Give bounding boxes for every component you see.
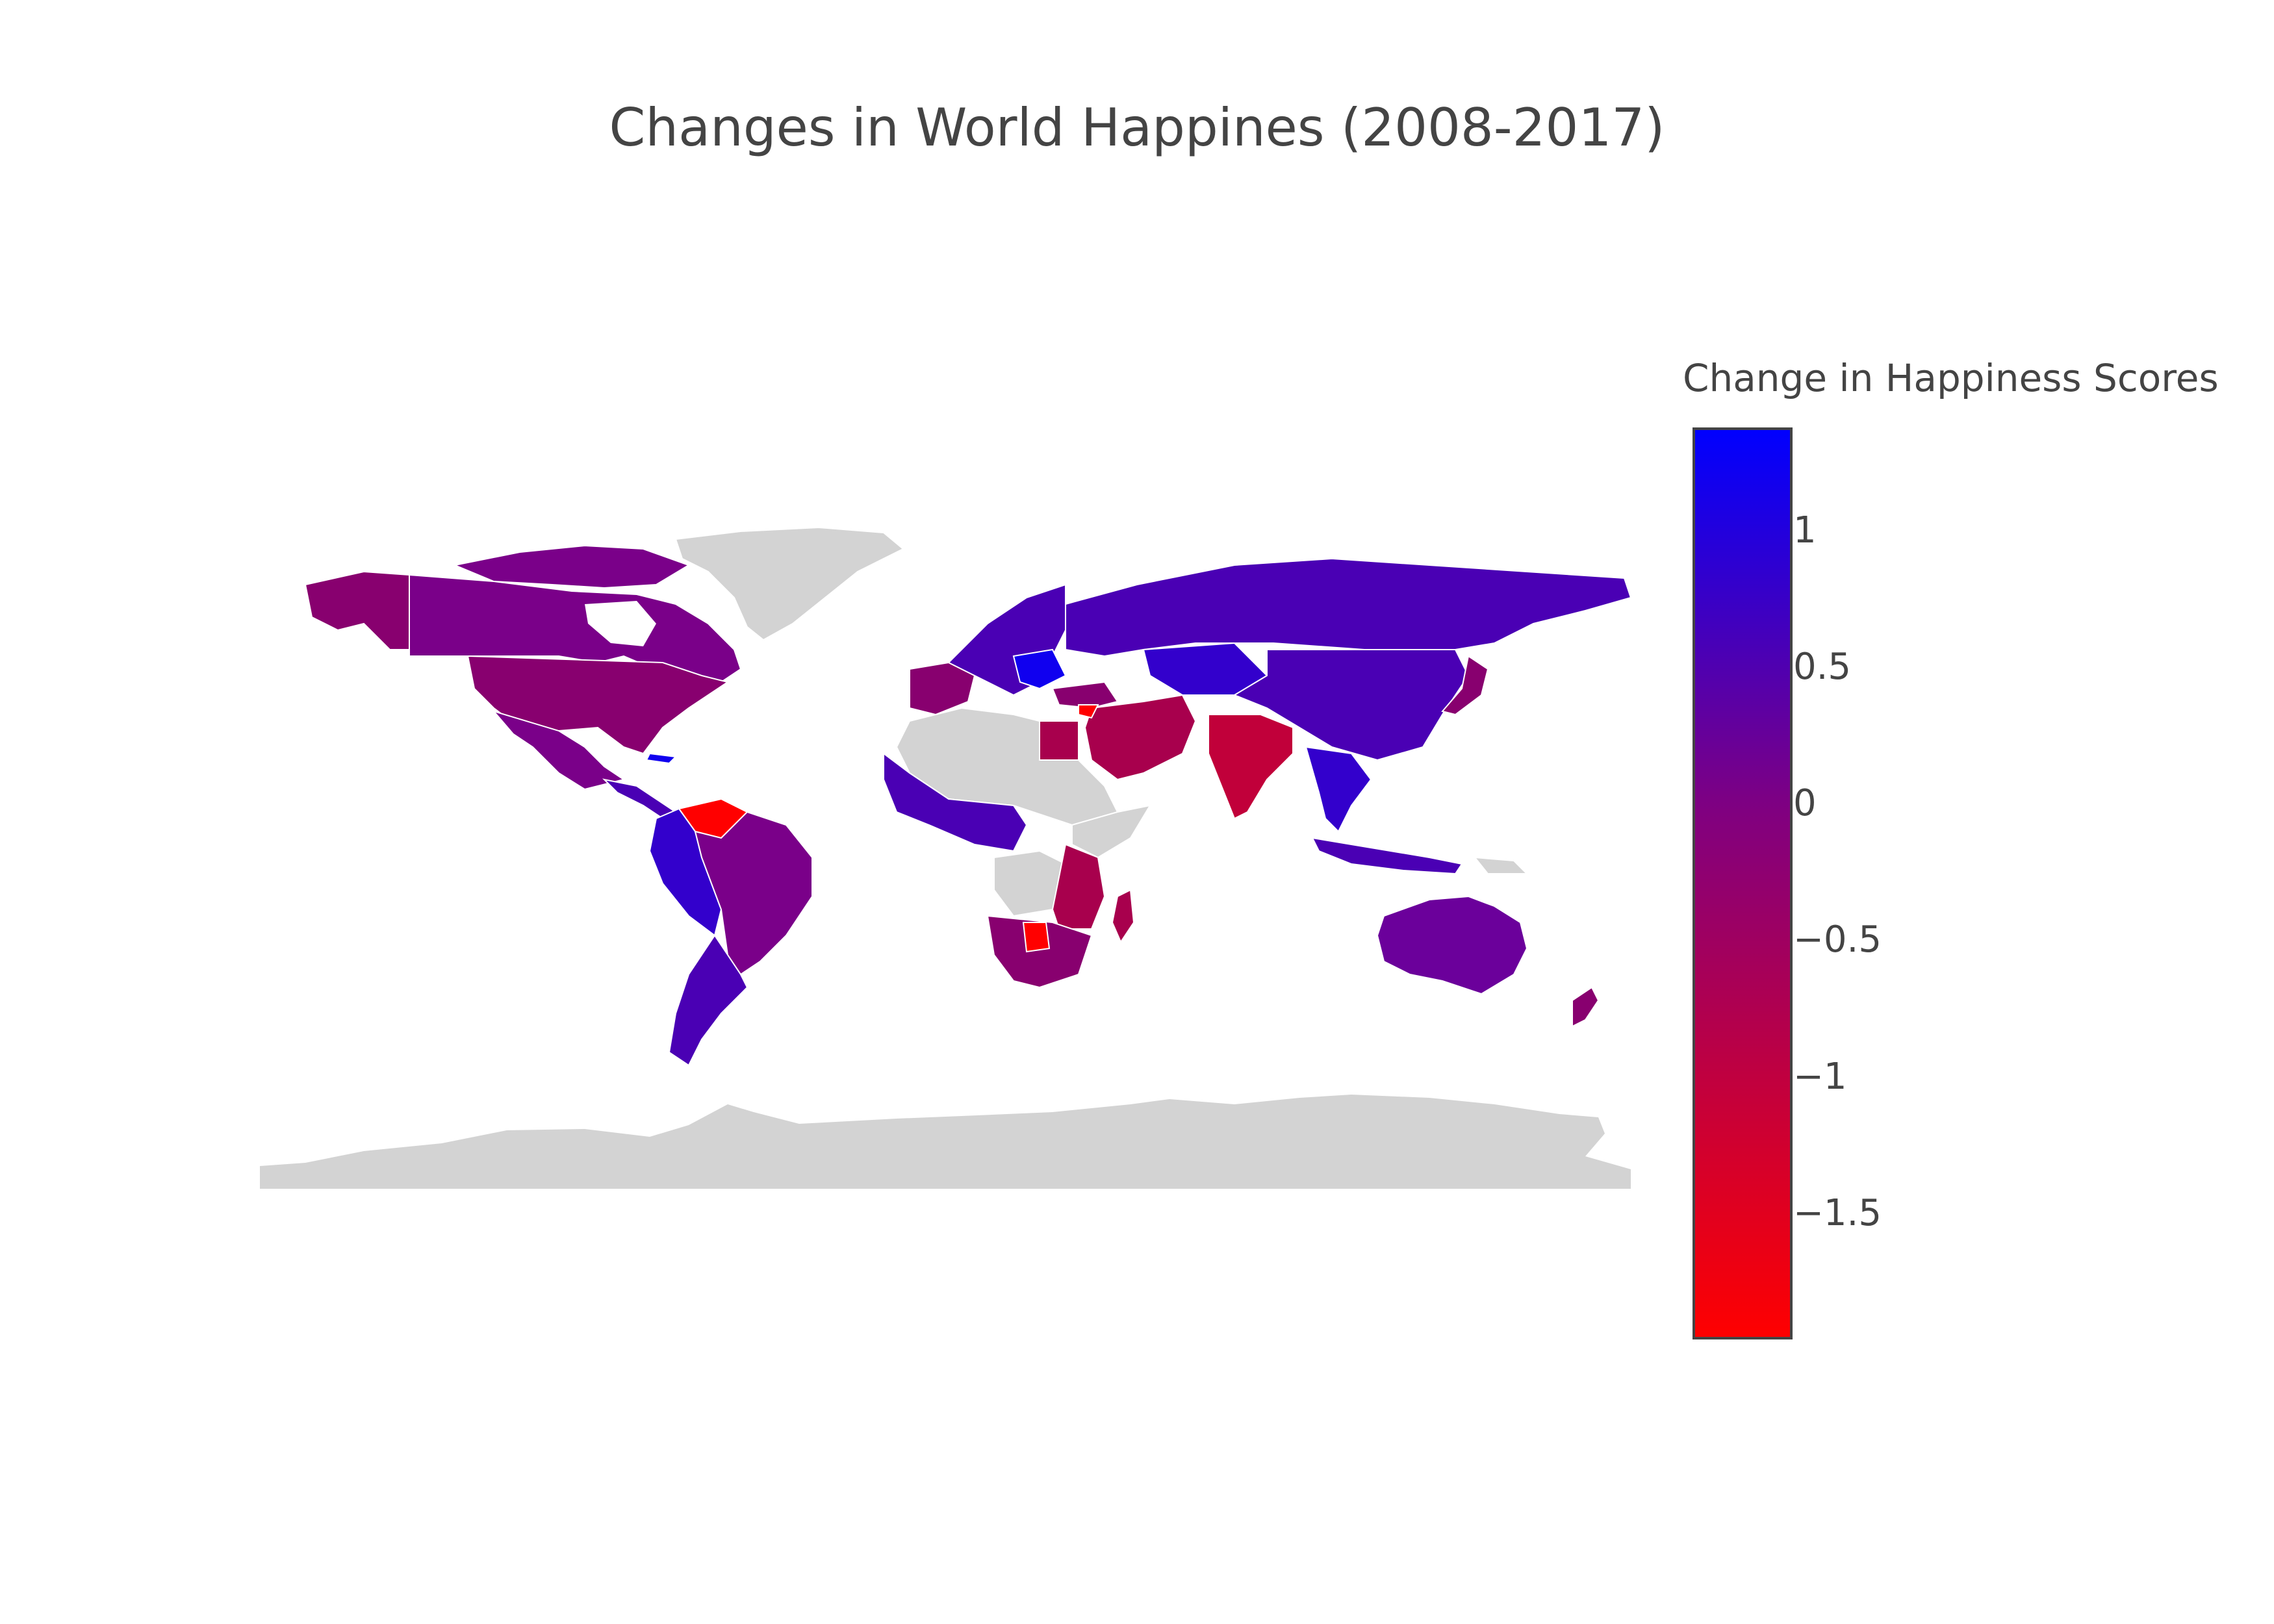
region-eastern-europe[interactable]: [1012, 648, 1067, 690]
region-horn-of-africa[interactable]: [1071, 804, 1152, 859]
region-japan[interactable]: [1441, 655, 1489, 716]
colorbar-tick-label: −1.5: [1793, 1191, 1882, 1234]
region-turkey[interactable]: [1051, 681, 1119, 709]
hudson-bay: [585, 601, 656, 646]
colorbar-tick-label: −1: [1793, 1055, 1847, 1098]
colorbar-title: Change in Happiness Scores: [1683, 356, 2219, 400]
colorbar-tick-label: 0.5: [1793, 645, 1852, 688]
region-levant[interactable]: [1078, 704, 1099, 719]
region-usa[interactable]: [466, 655, 730, 755]
colorbar: [1693, 427, 1793, 1339]
chart-title: Changes in World Happines (2008-2017): [609, 97, 1665, 158]
region-middle-east[interactable]: [1084, 694, 1197, 781]
region-caribbean[interactable]: [645, 752, 678, 765]
region-southern-africa[interactable]: [986, 915, 1093, 989]
region-andean-north[interactable]: [648, 807, 722, 937]
region-mexico[interactable]: [492, 710, 626, 791]
region-madagascar[interactable]: [1111, 889, 1135, 944]
region-antarctica[interactable]: [260, 1095, 1631, 1189]
region-egypt[interactable]: [1039, 720, 1079, 761]
region-east-africa[interactable]: [1051, 843, 1106, 930]
region-alaska[interactable]: [304, 570, 410, 650]
region-botswana[interactable]: [1022, 922, 1051, 953]
region-indonesia[interactable]: [1311, 837, 1463, 875]
colorbar-tick-label: −0.5: [1793, 919, 1882, 961]
region-greenland[interactable]: [674, 526, 904, 641]
colorbar-tick-label: 1: [1793, 509, 1817, 552]
region-china[interactable]: [1233, 649, 1470, 761]
region-west-africa[interactable]: [883, 752, 1028, 852]
region-southern-cone[interactable]: [668, 934, 748, 1067]
region-arctic-islands[interactable]: [452, 544, 691, 589]
colorbar-tick-label: 0: [1793, 782, 1817, 825]
region-india[interactable]: [1208, 714, 1294, 820]
region-new-zealand[interactable]: [1572, 986, 1600, 1028]
region-southeast-asia[interactable]: [1305, 746, 1372, 833]
region-brazil[interactable]: [694, 811, 813, 976]
region-papua[interactable]: [1473, 856, 1529, 874]
region-australia[interactable]: [1376, 895, 1528, 995]
